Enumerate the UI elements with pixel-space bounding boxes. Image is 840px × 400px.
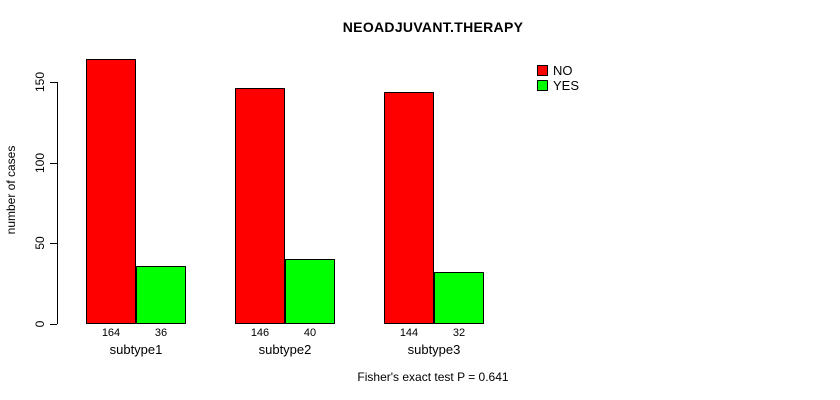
y-tick-label: 150 xyxy=(33,71,47,93)
legend-label-no: NO xyxy=(553,63,573,78)
legend-item-no: NO xyxy=(537,64,579,77)
y-axis-tick xyxy=(50,82,57,83)
y-axis-tick xyxy=(50,324,57,325)
bar-no-subtype1 xyxy=(86,59,136,324)
bar-value-label: 164 xyxy=(101,327,121,339)
y-axis-tick xyxy=(50,163,57,164)
y-axis-tick xyxy=(50,243,57,244)
fisher-test-annotation: Fisher's exact test P = 0.641 xyxy=(357,370,509,384)
legend-swatch-yes xyxy=(537,80,548,91)
bar-value-label: 146 xyxy=(250,327,270,339)
bar-no-subtype2 xyxy=(235,88,285,324)
x-category-label-subtype3: subtype3 xyxy=(407,342,461,357)
y-tick-label: 100 xyxy=(33,152,47,174)
y-axis-line xyxy=(57,82,58,324)
legend-item-yes: YES xyxy=(537,79,579,92)
bar-no-subtype3 xyxy=(384,91,434,324)
x-category-label-subtype1: subtype1 xyxy=(109,342,163,357)
y-tick-label: 0 xyxy=(33,320,47,328)
y-tick-label: 50 xyxy=(33,236,47,250)
bar-value-label: 144 xyxy=(399,327,419,339)
bar-yes-subtype2 xyxy=(285,259,335,324)
legend-label-yes: YES xyxy=(553,78,580,93)
x-category-label-subtype2: subtype2 xyxy=(258,342,312,357)
bar-yes-subtype1 xyxy=(136,265,186,324)
bar-value-label: 32 xyxy=(452,327,466,339)
chart-title: NEOADJUVANT.THERAPY xyxy=(342,19,524,35)
bar-value-label: 36 xyxy=(154,327,168,339)
y-axis-label: number of cases xyxy=(4,145,18,235)
legend: NO YES xyxy=(537,64,579,92)
bar-value-label: 40 xyxy=(303,327,317,339)
bar-yes-subtype3 xyxy=(434,272,484,324)
legend-swatch-no xyxy=(537,65,548,76)
